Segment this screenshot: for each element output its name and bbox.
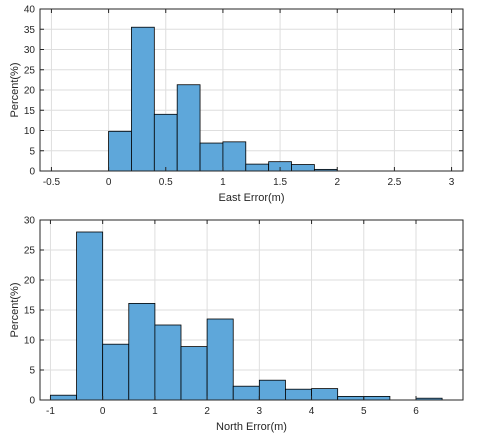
x-tick-label: 3 xyxy=(257,406,263,417)
x-tick-label: 2 xyxy=(334,177,340,188)
y-tick-label: 5 xyxy=(29,366,35,377)
y-tick-label: 10 xyxy=(24,336,36,347)
histogram-bar xyxy=(102,343,130,401)
histogram-bar xyxy=(258,379,286,401)
x-tick-label: 3 xyxy=(449,177,455,188)
histogram-bar xyxy=(232,385,260,401)
x-tick-label: 6 xyxy=(413,406,419,417)
x-tick-label: 1.5 xyxy=(273,177,287,188)
x-tick-label: 4 xyxy=(309,406,315,417)
histogram-bar xyxy=(108,130,132,172)
histogram-bar xyxy=(337,395,365,401)
histogram-bar xyxy=(206,318,234,401)
histogram-bar xyxy=(363,395,391,401)
histogram-bar xyxy=(222,141,247,172)
y-tick-label: 30 xyxy=(24,216,36,227)
ticks: -1 0 1 2 3 4 5 6 0 5 10 15 20 25 30 xyxy=(24,216,463,417)
histogram-bar xyxy=(180,346,208,401)
y-tick-label: 5 xyxy=(29,146,35,157)
x-tick-label: 5 xyxy=(361,406,367,417)
histogram-bar xyxy=(285,388,312,401)
x-tick-label: -1 xyxy=(46,406,55,417)
x-tick-label: -0.5 xyxy=(43,177,61,188)
histogram-bar xyxy=(50,394,77,401)
y-tick-label: 35 xyxy=(24,25,36,36)
y-tick-label: 0 xyxy=(29,396,35,407)
histogram-bar xyxy=(128,302,156,401)
y-tick-label: 0 xyxy=(29,167,35,178)
y-tick-label: 20 xyxy=(24,86,36,97)
grid xyxy=(40,8,463,172)
y-axis-label: Percent(%) xyxy=(9,62,21,117)
north-error-histogram: -1 0 1 2 3 4 5 6 0 5 10 15 20 25 30 North Error(m) Per… xyxy=(9,216,464,433)
y-tick-label: 20 xyxy=(24,276,36,287)
histogram-bar xyxy=(154,324,182,401)
histogram-bar xyxy=(131,26,155,172)
histogram-bar xyxy=(76,231,104,401)
histogram-bar xyxy=(291,164,315,172)
x-tick-label: 1 xyxy=(220,177,226,188)
x-tick-label: 0 xyxy=(106,177,112,188)
x-axis-label: East Error(m) xyxy=(219,192,285,204)
histogram-bar xyxy=(199,142,224,172)
x-tick-label: 2.5 xyxy=(387,177,401,188)
x-tick-label: 0.5 xyxy=(159,177,173,188)
histogram-bar xyxy=(245,163,270,172)
x-tick-label: 1 xyxy=(152,406,158,417)
bars xyxy=(50,231,443,401)
y-tick-label: 15 xyxy=(24,306,36,317)
x-axis-label: North Error(m) xyxy=(216,421,287,433)
histogram-bar xyxy=(153,113,178,172)
y-tick-label: 40 xyxy=(24,5,36,16)
y-axis-label: Percent(%) xyxy=(9,282,21,337)
histogram-bar xyxy=(311,388,339,401)
histogram-bar xyxy=(176,84,201,172)
y-tick-label: 25 xyxy=(24,246,36,257)
y-tick-label: 25 xyxy=(24,65,36,76)
x-tick-label: 2 xyxy=(204,406,210,417)
y-tick-label: 30 xyxy=(24,45,36,56)
y-tick-label: 10 xyxy=(24,126,36,137)
x-tick-label: 0 xyxy=(100,406,106,417)
y-tick-label: 15 xyxy=(24,106,36,117)
